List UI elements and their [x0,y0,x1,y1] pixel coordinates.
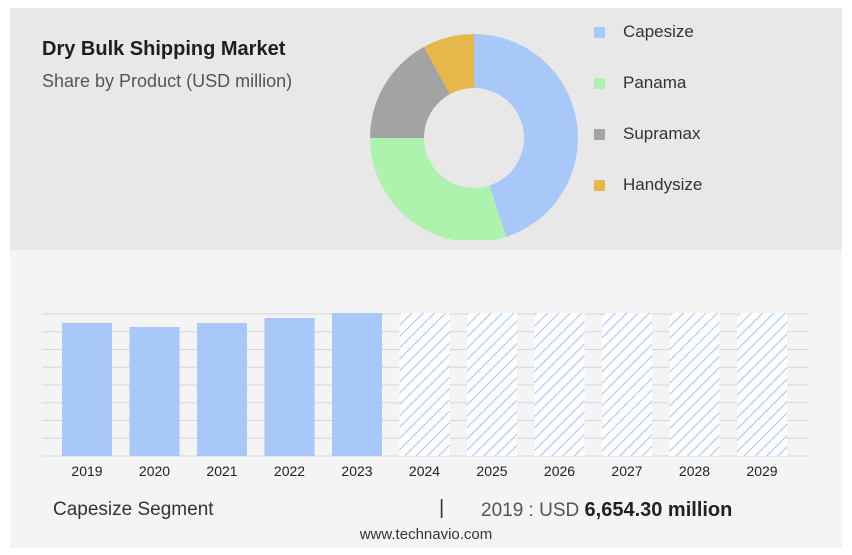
chart-subtitle: Share by Product (USD million) [42,71,293,91]
bar-2028 [669,313,720,456]
x-tick-2027: 2027 [611,463,642,479]
legend-swatch [594,179,605,191]
bar-chart: 2019 2020 2021 2022 2023 2024 2025 2026 2027 2028… [42,313,808,479]
x-tick-2019: 2019 [71,463,102,479]
donut-slice-supramax [370,46,450,138]
donut-slice-capesize [474,34,578,237]
bar-2027 [602,313,652,456]
bar-2022 [264,318,315,456]
bar-2026 [534,313,585,456]
x-tick-2021: 2021 [206,463,237,479]
legend-item-panama: Panama [594,71,794,95]
donut-slice-panama [370,138,507,240]
bar-2029 [737,313,787,456]
legend-item-handysize: Handysize [594,173,794,197]
x-tick-2024: 2024 [409,463,440,479]
legend-label: Capesize [623,22,694,41]
bar-2020 [129,327,180,456]
bar-2019 [62,322,112,456]
legend-label: Handysize [623,175,703,194]
legend-swatch [594,77,605,89]
x-tick-2022: 2022 [274,463,305,479]
legend-swatch [594,128,605,140]
legend-item-capesize: Capesize [594,20,794,44]
donut-chart [370,34,578,240]
donut-slice-handysize [423,34,474,95]
legend-label: Supramax [623,124,701,143]
segment-year-label: 2019 : USD [481,500,580,521]
x-tick-2025: 2025 [476,463,507,479]
segment-value-amount: 6,654.30 million [584,499,733,521]
site-url: www.technavio.com [359,526,493,543]
x-tick-2029: 2029 [746,463,777,479]
chart-title: Dry Bulk Shipping Market [42,38,286,60]
legend-item-supramax: Supramax [594,122,794,146]
segment-value: 2019 : USD 6,654.30 million [481,499,732,522]
bar-2021 [197,323,247,456]
legend-swatch [594,26,605,38]
x-tick-2026: 2026 [544,463,575,479]
segment-label: Capesize Segment [53,499,214,520]
x-tick-2023: 2023 [341,463,372,479]
x-tick-2028: 2028 [679,463,710,479]
x-tick-2020: 2020 [139,463,170,479]
bar-2024 [399,313,450,456]
footer-separator: | [439,497,445,519]
legend-label: Panama [623,73,687,92]
bar-2025 [467,313,517,456]
bar-2023 [332,313,382,456]
